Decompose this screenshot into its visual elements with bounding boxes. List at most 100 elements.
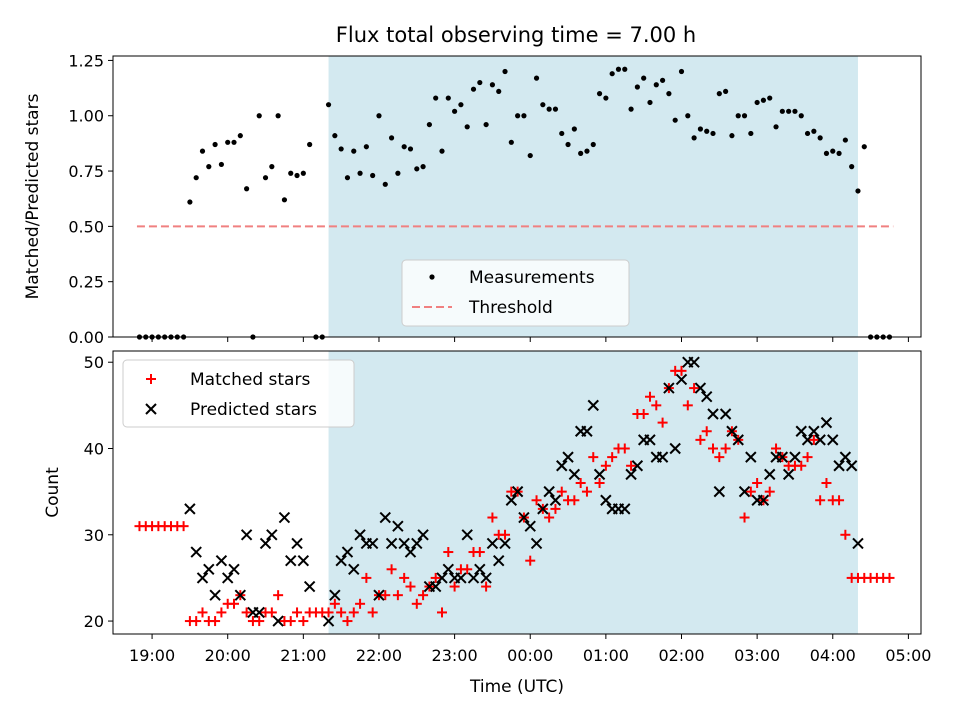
measurement-point [741, 113, 748, 119]
measurement-point [533, 75, 540, 81]
x-tick-label: 05:00 [885, 646, 931, 665]
matched-star-point [430, 572, 441, 583]
measurement-point [502, 68, 508, 75]
predicted-star-point [480, 572, 492, 584]
matched-star-point [380, 590, 391, 601]
matched-star-point [840, 529, 851, 540]
measurement-point [370, 172, 376, 179]
measurement-point [578, 150, 584, 156]
predicted-star-point [196, 572, 209, 584]
measurement-point [458, 102, 464, 108]
matched-star-point [771, 443, 782, 454]
predicted-star-point [259, 537, 272, 550]
bottom-x-ticks: 19:00 20:00 21:00 22:00 23:00 00:00 01:00 02:00… [129, 634, 931, 665]
measurement-point [830, 148, 836, 154]
matched-star-point [764, 486, 775, 497]
predicted-star-point [625, 468, 637, 481]
predicted-star-point [833, 460, 845, 472]
measurement-point [206, 164, 212, 170]
matched-star-point [392, 590, 403, 601]
measurement-point [307, 141, 313, 148]
bottom-panel: 20 30 40 50 19:00 20:00 21:00 22:00 23:00 00:00 0… [43, 350, 931, 697]
predicted-star-point [145, 403, 157, 415]
predicted-star-point [543, 485, 555, 498]
predicted-star-point [556, 460, 568, 472]
matched-star-point [405, 581, 416, 592]
measurement-point [256, 113, 262, 119]
legend-label-measurements: Measurements [469, 268, 595, 288]
measurement-point [187, 199, 193, 205]
predicted-star-point [215, 554, 228, 567]
measurement-point [672, 117, 678, 123]
predicted-star-point [335, 554, 347, 567]
measurement-point [325, 102, 332, 108]
measurement-point [565, 141, 571, 148]
predicted-star-point [222, 572, 234, 584]
predicted-star-point [738, 485, 751, 498]
predicted-star-point [530, 537, 543, 550]
predicted-star-point [764, 468, 776, 481]
x-tick-label: 04:00 [810, 646, 856, 665]
predicted-star-point [839, 451, 852, 463]
matched-star-point [197, 607, 208, 618]
bottom-star-points [134, 356, 895, 627]
matched-star-point [569, 495, 580, 506]
x-tick-label: 19:00 [129, 646, 175, 665]
predicted-star-point [600, 494, 612, 506]
predicted-star-point [234, 589, 247, 601]
bottom-observing-span [328, 351, 858, 634]
measurement-point [823, 150, 830, 156]
predicted-star-point [455, 572, 467, 584]
measurement-point [470, 86, 477, 92]
bottom-axes-frame [112, 350, 922, 635]
measurement-point [647, 99, 653, 106]
measurement-point [363, 144, 369, 150]
predicted-star-point [240, 529, 253, 541]
x-tick-label: 20:00 [205, 646, 251, 665]
x-tick-label: 21:00 [280, 646, 326, 665]
measurement-point [609, 71, 615, 77]
predicted-star-point [474, 563, 486, 575]
predicted-star-point [442, 563, 455, 575]
matched-star-point [474, 547, 485, 558]
predicted-star-point [404, 546, 417, 558]
matched-star-point [348, 607, 359, 618]
measurement-point [439, 148, 445, 154]
matched-star-point [720, 443, 731, 454]
measurement-point [281, 197, 288, 203]
measurement-point [445, 95, 451, 101]
predicted-star-point [719, 408, 732, 420]
predicted-star-point [757, 494, 770, 506]
chart-title: Flux total observing time = 7.00 h [336, 23, 696, 47]
predicted-star-point [373, 589, 385, 601]
predicted-star-point [461, 529, 473, 541]
predicted-star-point [675, 373, 688, 386]
matched-star-point [695, 434, 706, 445]
measurement-point [332, 133, 338, 139]
x-tick-label: 01:00 [583, 646, 629, 665]
measurement-point [508, 139, 514, 145]
matched-star-point [745, 486, 756, 497]
predicted-star-point [562, 451, 574, 463]
matched-star-point [449, 581, 460, 592]
predicted-star-point [203, 563, 215, 575]
matched-star-point [834, 495, 845, 506]
predicted-star-point [820, 416, 833, 429]
predicted-star-point [341, 546, 354, 558]
predicted-star-point [511, 485, 524, 498]
matched-star-point [386, 564, 397, 575]
predicted-star-point [184, 503, 196, 515]
matched-star-point [701, 426, 712, 437]
measurement-point [357, 170, 363, 176]
predicted-star-point [429, 580, 442, 593]
matched-star-point [689, 383, 700, 394]
top-y-ticks: 0.00 0.25 0.50 0.75 1.00 1.25 [68, 51, 113, 347]
measurement-point [407, 146, 414, 152]
predicted-star-point [398, 537, 410, 550]
matched-star-point [708, 443, 719, 454]
measurement-point [401, 144, 407, 150]
x-tick-label: 02:00 [658, 646, 704, 665]
y-tick-label: 1.00 [68, 107, 104, 126]
matched-star-point [191, 616, 202, 627]
measurement-point [773, 124, 779, 130]
